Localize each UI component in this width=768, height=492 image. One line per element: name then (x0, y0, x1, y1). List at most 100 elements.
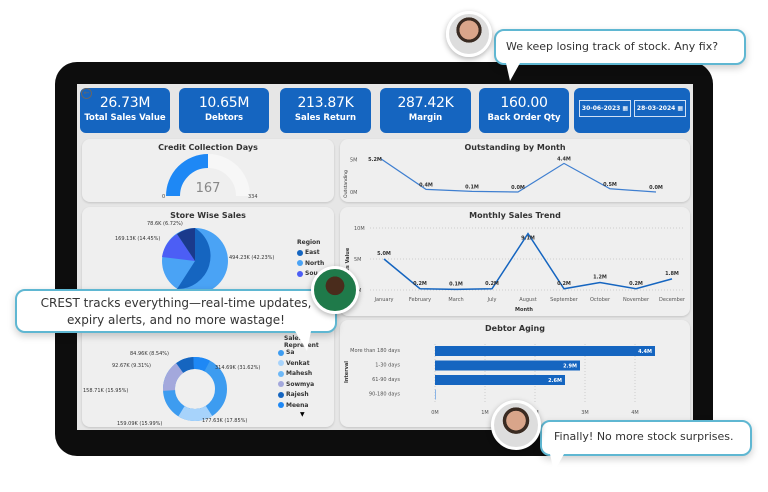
store-sales-card: Store Wise Sales 494.23K (42.23%) 169.13… (82, 207, 334, 427)
y-tick: 61-90 days (372, 377, 400, 383)
x-tick: August (519, 297, 537, 303)
donut-label: 92.67K (9.31%) (112, 363, 151, 369)
legend-label: Meena (286, 401, 309, 409)
pie-slice-east (177, 228, 211, 290)
calendar-icon: ▦ (677, 105, 684, 112)
legend-item[interactable]: East (297, 248, 324, 259)
x-tick: 0M (431, 410, 439, 416)
y-tick: 90-180 days (369, 392, 400, 398)
kpi-back-order: 160.00 Back Order Qty (479, 88, 569, 133)
kpi-label: Total Sales Value (84, 113, 166, 123)
legend-dot (278, 402, 284, 409)
legend-item[interactable]: Sou (297, 269, 324, 280)
donut-slice (163, 357, 227, 421)
data-label: 9.1M (521, 236, 535, 242)
debtor-aging-card: Debtor Aging Interval0M1M2M3M4MMore than… (340, 320, 690, 427)
bubble-tail (506, 63, 520, 81)
kpi-value: 10.65M (198, 95, 250, 111)
outstanding-card: Outstanding by Month Outstanding 5M 0M 5.2M… (340, 139, 690, 202)
x-tick: July (487, 297, 497, 303)
donut-label: 177.63K (17.85%) (202, 418, 247, 424)
legend-item[interactable]: Mahesh (278, 369, 334, 380)
monthly-trend-card: Monthly Sales Trend Sales Value10M5M0M5.… (340, 207, 690, 316)
kpi-label: Back Order Qty (487, 113, 561, 123)
bubble-tail (550, 454, 564, 472)
donut-label: 159.09K (15.99%) (117, 421, 162, 427)
legend-item[interactable]: Sa (278, 348, 334, 359)
bar (435, 346, 655, 356)
kpi-margin: 287.42K Margin (380, 88, 471, 133)
date-range-card: 30-06-2023 ▦ 28-03-2024 ▦ (574, 88, 690, 133)
x-tick: December (659, 297, 686, 303)
gauge-fill (166, 154, 209, 197)
legend-title: Region (297, 238, 321, 246)
bar (435, 389, 436, 400)
kpi-value: 213.87K (297, 95, 354, 111)
chat-bubble-top: We keep losing track of stock. Any fix? (494, 29, 746, 81)
y-axis-label: Outstanding (343, 170, 349, 198)
data-label: 5.0M (377, 251, 391, 257)
back-icon[interactable]: ← (81, 88, 92, 99)
x-tick: September (550, 297, 579, 303)
end-date-picker[interactable]: 28-03-2024 ▦ (634, 100, 686, 117)
y-axis-label: Interval (344, 361, 350, 383)
avatar (491, 400, 541, 450)
legend-item[interactable]: North (297, 258, 324, 269)
bubble-text: We keep losing track of stock. Any fix? (506, 40, 719, 53)
data-label: 2.9M (563, 364, 577, 370)
data-label: 0.0M (511, 185, 525, 191)
donut-label: 84.96K (8.54%) (130, 351, 169, 357)
pie-label: 78.6K (6.72%) (147, 221, 183, 227)
bubble-text: CREST tracks everything—real-time update… (40, 296, 312, 327)
y-tick: 0M (350, 190, 358, 196)
data-label: 4.4M (638, 349, 652, 355)
bubble-text: Finally! No more stock surprises. (554, 430, 734, 443)
kpi-sales-return: 213.87K Sales Return (280, 88, 371, 133)
card-title: Store Wise Sales (170, 211, 246, 220)
data-label: 0.2M (413, 281, 427, 287)
donut-slice (163, 357, 227, 421)
bar (435, 360, 580, 371)
region-legend: Region East North Sou (297, 237, 324, 279)
pie-label: 169.13K (14.45%) (115, 236, 160, 242)
x-tick: November (623, 297, 650, 303)
legend-dot (278, 370, 284, 377)
kpi-total-sales: 26.73M Total Sales Value (80, 88, 170, 133)
x-axis-label: Month (515, 307, 533, 313)
y-tick: 5M (350, 158, 358, 164)
data-label: 2.6M (548, 378, 562, 384)
legend-dot (278, 391, 284, 398)
x-tick: 4M (631, 410, 639, 416)
start-date-picker[interactable]: 30-06-2023 ▦ (579, 100, 631, 117)
avatar (311, 266, 359, 314)
kpi-label: Margin (408, 113, 443, 123)
kpi-label: Sales Return (294, 113, 357, 123)
kpi-debtors: 10.65M Debtors (179, 88, 269, 133)
data-label: 5.2M (368, 157, 382, 163)
donut-label: 314.69K (31.62%) (215, 365, 260, 371)
legend-item[interactable]: Meena (278, 400, 334, 411)
calendar-icon: ▦ (622, 105, 629, 112)
legend-dot (278, 381, 284, 388)
bar (435, 375, 565, 385)
legend-item[interactable]: Sowmya (278, 379, 334, 390)
legend-label: Rajesh (286, 391, 309, 399)
x-tick: October (590, 297, 611, 303)
data-label: 0.5M (603, 182, 617, 188)
donut-slice (163, 357, 227, 421)
data-label: 0.4M (419, 182, 433, 188)
legend-item[interactable]: Rajesh (278, 390, 334, 401)
data-label: 0.2M (557, 281, 571, 287)
scroll-down-icon[interactable]: ▼ (300, 411, 305, 418)
x-tick: 3M (581, 410, 589, 416)
legend-item[interactable]: Venkat (278, 358, 334, 369)
y-tick: 5M (354, 257, 362, 263)
data-label: 0.2M (629, 281, 643, 287)
data-label: 0.1M (449, 281, 463, 287)
x-tick: 1M (481, 410, 489, 416)
card-title: Debtor Aging (485, 324, 545, 333)
credit-collection-card: Credit Collection Days 167 0 334 (82, 139, 334, 202)
legend-label: Sowmya (286, 380, 315, 388)
x-tick: January (374, 297, 394, 303)
